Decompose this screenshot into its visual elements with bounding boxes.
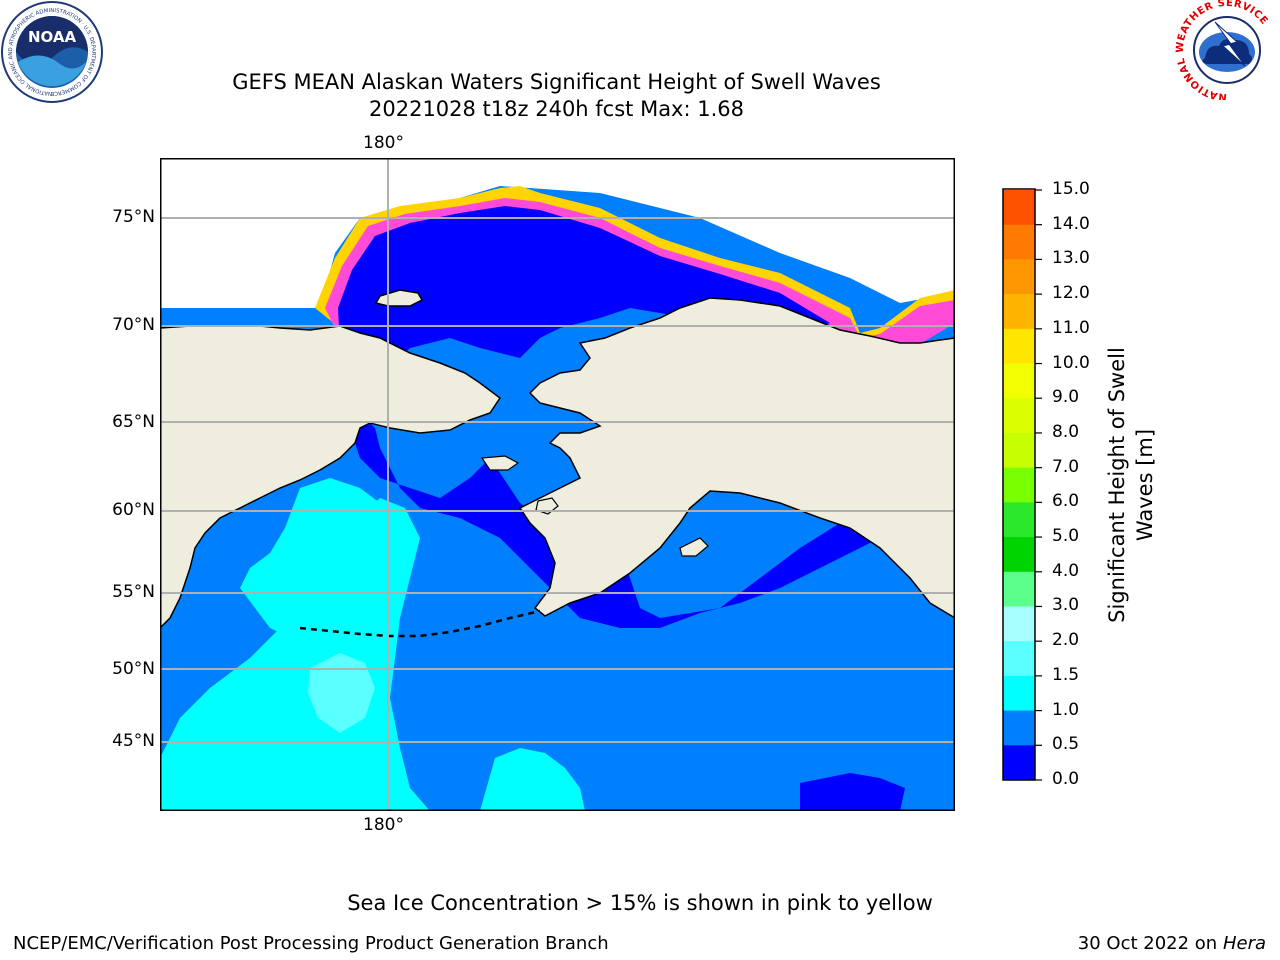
colorbar-swatch [1003,710,1035,746]
producer-credit: NCEP/EMC/Verification Post Processing Pr… [13,933,609,954]
land-alaska [518,297,955,619]
chart-title: GEFS MEAN Alaskan Waters Significant Hei… [232,70,881,94]
lon-label-top: 180° [363,133,404,153]
colorbar-tick-label: 0.0 [1052,769,1080,789]
colorbar-swatch [1003,363,1035,399]
lat-label-60: 60°N [112,500,155,520]
land-kodiak-island [679,537,709,557]
noaa-logo-text: NOAA [28,28,77,46]
date-text: 30 Oct 2022 on [1077,933,1223,954]
colorbar-tick-marks [1035,189,1042,781]
colorbar-tick-label: 13.0 [1052,248,1090,269]
colorbar-swatch [1003,537,1035,573]
land-st-lawrence-island [480,455,520,471]
ocean-high-swell-west [160,498,430,811]
colorbar-swatch [1003,328,1035,365]
colorbar-swatch [1003,467,1035,503]
lat-label-75: 75°N [112,207,155,227]
colorbar-swatch [1003,224,1035,260]
colorbar-swatch [1003,398,1035,434]
colorbar-tick-label: 8.0 [1052,421,1080,442]
nws-logo: NATIONAL WEATHER SERVICE [1175,0,1269,100]
colorbar-tick-label: 14.0 [1052,213,1090,234]
host-name: Hera [1222,933,1266,954]
colorbar-tick-label: 12.0 [1052,283,1090,304]
colorbar-tick-label: 1.0 [1052,699,1080,720]
colorbar-tick-label: 10.0 [1052,352,1090,373]
colorbar-swatch [1003,502,1035,538]
colorbar-frame [1002,188,1036,781]
lat-label-50: 50°N [112,659,155,679]
colorbar-tick-label: 9.0 [1052,387,1080,408]
lat-label-65: 65°N [112,412,155,432]
ocean-low-swell-se-patch [800,773,905,811]
noaa-logo: NOAA NATIONAL OCEANIC AND ATMOSPHERIC AD… [1,1,103,103]
aleutian-islands [299,609,541,638]
sea-ice-note: Sea Ice Concentration > 15% is shown in … [347,891,933,915]
colorbar-swatch [1003,190,1035,226]
colorbar-tick-label: 1.5 [1052,664,1080,685]
lat-label-45: 45°N [112,731,155,751]
colorbar-tick-label: 6.0 [1052,491,1080,512]
ocean-high-swell-north [240,478,390,638]
colorbar-swatches [1003,190,1035,781]
colorbar-swatch [1003,259,1035,295]
colorbar-swatch [1003,675,1035,712]
colorbar-swatch [1003,432,1035,469]
colorbar-swatch [1003,641,1035,677]
colorbar-tick-label: 2.0 [1052,630,1080,651]
colorbar-tick-label: 3.0 [1052,595,1080,616]
map-frame [160,158,955,811]
lat-label-70: 70°N [112,315,155,335]
colorbar-swatch [1003,294,1035,330]
colorbar-tick-label: 15.0 [1052,179,1090,199]
lon-label-bottom: 180° [363,815,404,835]
colorbar-title: Significant Height of Swell Waves [m] [1105,347,1157,623]
colorbar-swatch [1003,606,1035,642]
colorbar-tick-label: 4.0 [1052,560,1080,581]
ocean-swell-1-5-patch [308,653,375,733]
map-plot [160,158,955,811]
gridlines [160,158,955,811]
colorbar-tick-label: 7.0 [1052,456,1080,477]
arctic-no-data-area [160,158,955,308]
lat-label-55: 55°N [112,582,155,602]
issue-date: 30 Oct 2022 on Hera [1078,933,1266,954]
colorbar [1002,188,1042,781]
colorbar-tick-label: 0.5 [1052,734,1080,755]
colorbar-tick-label: 11.0 [1052,317,1090,338]
ocean-high-swell-south [480,748,585,811]
colorbar-swatch [1003,571,1035,607]
colorbar-tick-label: 5.0 [1052,526,1080,547]
chart-subtitle: 20221028 t18z 240h fcst Max: 1.68 [369,97,744,121]
colorbar-swatch [1003,745,1035,781]
ocean-low-swell [338,206,955,628]
